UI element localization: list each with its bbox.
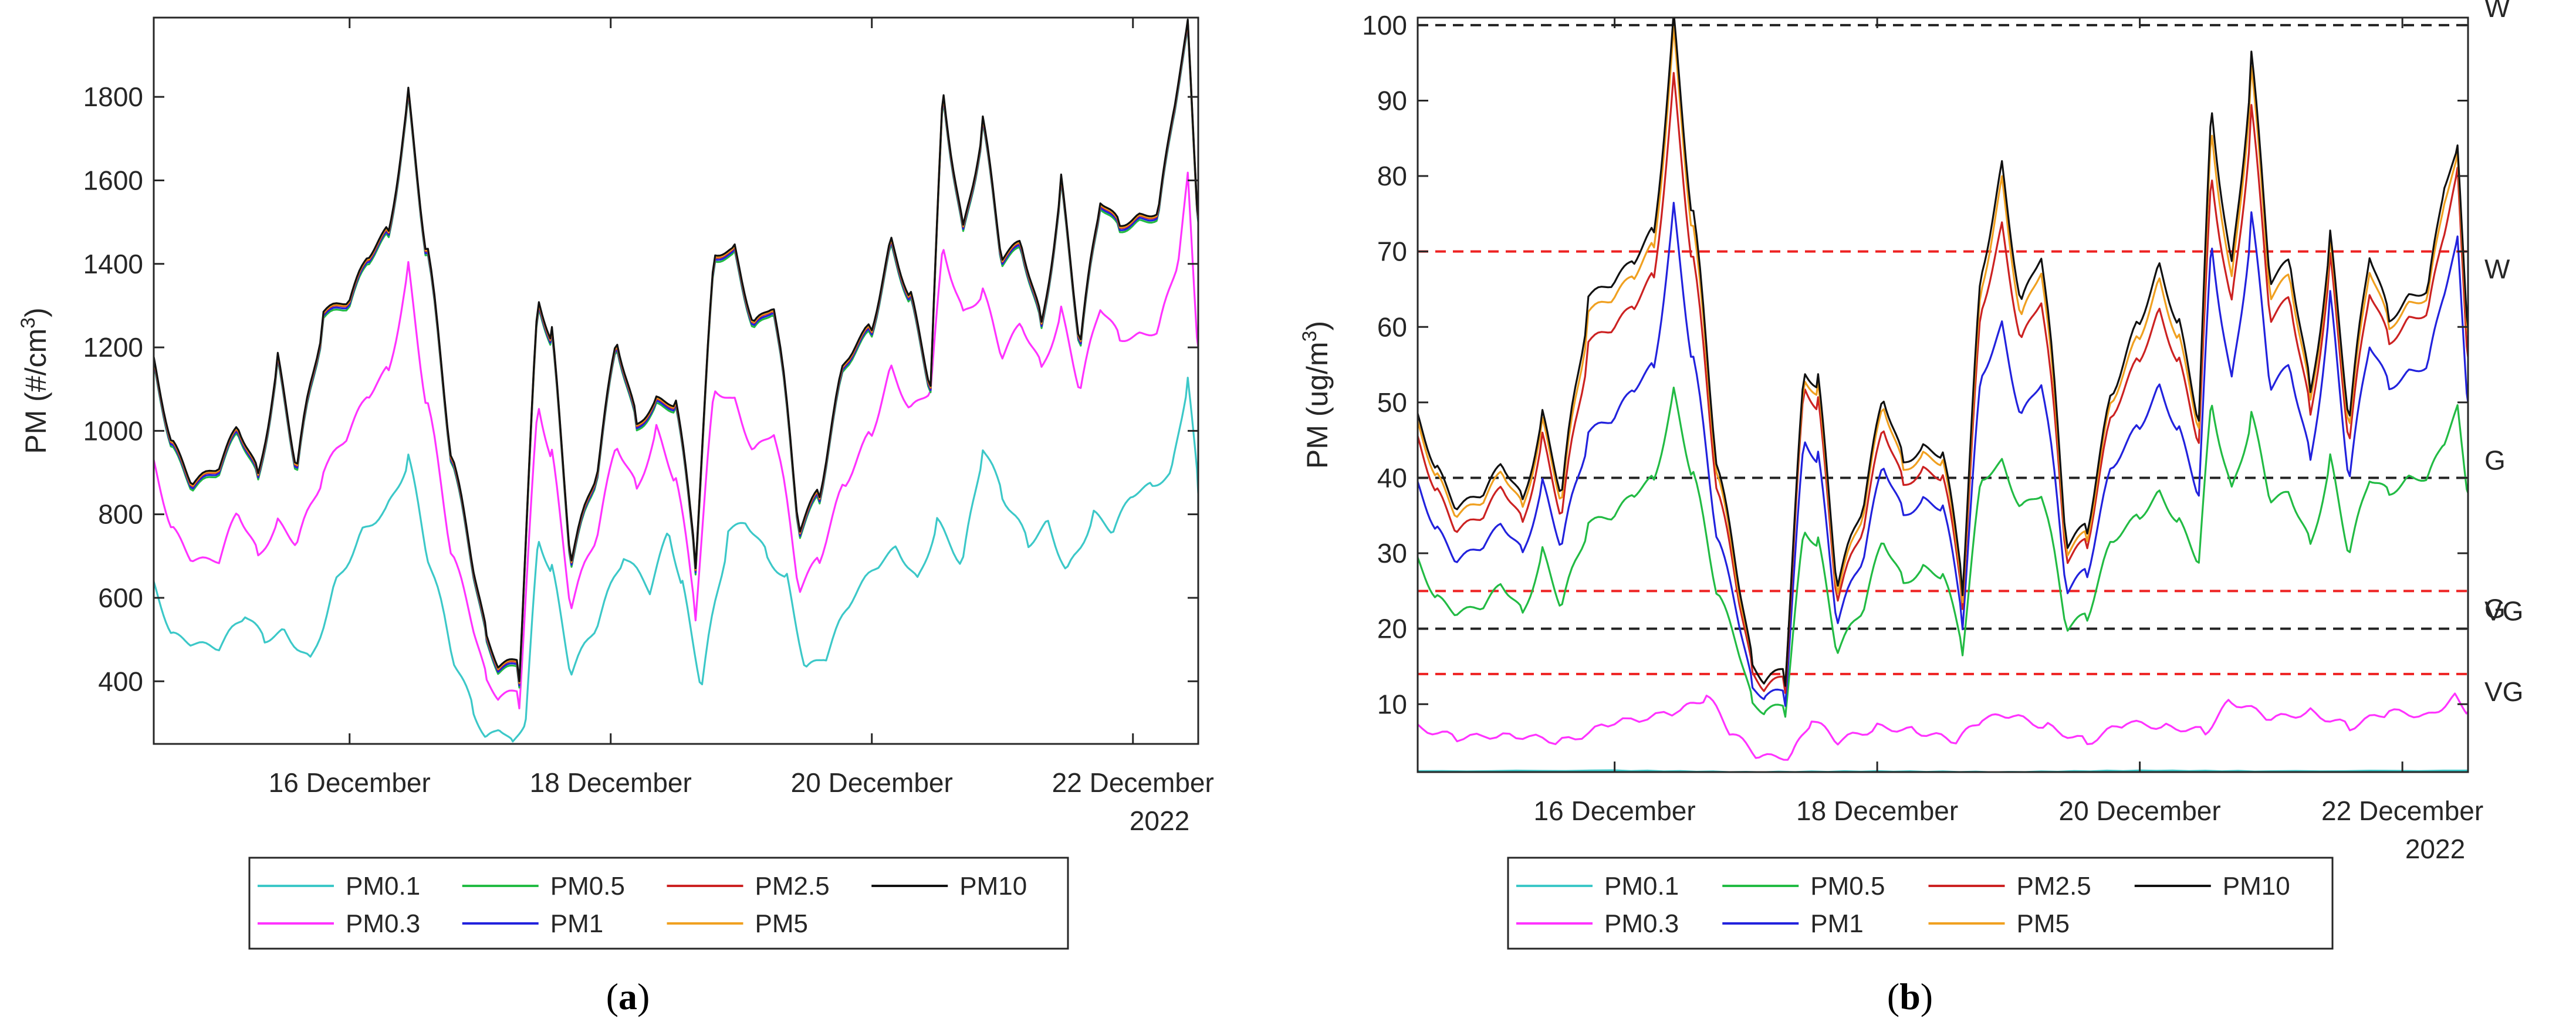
reference-label-VG-14: VG	[2484, 676, 2523, 707]
y-tick-label: 40	[1377, 462, 1407, 493]
reference-label-VG-20: VG	[2484, 596, 2523, 627]
panel-a-legend: PM0.1 PM0.5 PM2.5 PM10 PM0.3 PM1 PM5	[248, 857, 1069, 950]
y-tick-label: 90	[1377, 85, 1407, 116]
x-tick-label: 16 December	[269, 767, 431, 798]
panel-b-ticks: 10 20 30 40 50 60 70 80 90 100 16 December 18 Decem…	[1362, 10, 2483, 826]
series-line-pm0-1	[154, 377, 1198, 743]
y-tick-label: 60	[1377, 312, 1407, 342]
x-tick-label: 22 December	[2321, 796, 2483, 826]
y-tick-label: 1800	[83, 82, 143, 112]
x-tick-label: 22 December	[1052, 767, 1214, 798]
x-tick-label: 20 December	[791, 767, 953, 798]
reference-label-G-25: G	[2484, 593, 2506, 624]
series-line-pm0-3	[154, 171, 1198, 710]
panel-b-year-label: 2022	[2405, 834, 2465, 864]
panel-b-axes-box	[1417, 16, 2469, 773]
legend-label-pm0-1: PM0.1	[1604, 872, 1679, 901]
y-tick-label: 1000	[83, 415, 143, 446]
legend-box	[248, 857, 1069, 950]
panel-a-year-label: 2022	[1130, 806, 1189, 836]
y-tick-label: 80	[1377, 161, 1407, 191]
y-tick-label: 20	[1377, 614, 1407, 644]
panel-a-axes-box	[153, 16, 1199, 745]
y-tick-label: 800	[98, 499, 143, 530]
series-line-pm10	[154, 18, 1198, 682]
reference-label-W-70: W	[2484, 254, 2510, 285]
y-tick-label: 100	[1362, 10, 1407, 40]
legend-label-pm0-3: PM0.3	[1604, 909, 1679, 938]
series-line-pm0-3	[1418, 692, 2468, 761]
series-line-pm2-5	[1418, 72, 2468, 694]
series-line-pm0-5	[1418, 386, 2468, 718]
reference-label-G-40: G	[2484, 445, 2506, 475]
y-tick-label: 400	[98, 666, 143, 696]
series-line-pm10	[1418, 18, 2468, 687]
legend-label-pm10: PM10	[2223, 872, 2290, 901]
y-tick-label: 600	[98, 583, 143, 613]
y-tick-label: 1400	[83, 249, 143, 279]
y-tick-label: 70	[1377, 236, 1407, 267]
y-tick-label: 50	[1377, 387, 1407, 418]
panel-b: 10 20 30 40 50 60 70 80 90 100 16 December 18 Decem…	[1299, 0, 2523, 1017]
y-tick-label: 30	[1377, 538, 1407, 568]
legend-box	[1507, 857, 2334, 950]
panel-b-y-axis-label: PM (ug/m3)	[1299, 321, 1334, 469]
panel-a-ticks: 400 600 800 1000 1200 1400 1600 1800 16 December…	[83, 18, 1214, 798]
legend-label-pm1: PM1	[550, 909, 603, 938]
x-tick-label: 16 December	[1534, 796, 1696, 826]
y-tick-label: 1600	[83, 165, 143, 195]
panel-b-caption: (b)	[1887, 976, 1933, 1017]
y-tick-label: 10	[1377, 689, 1407, 719]
panel-a-series	[154, 18, 1198, 743]
panel-b-legend: PM0.1 PM0.5 PM2.5 PM10 PM0.3 PM1 PM5	[1507, 857, 2334, 950]
panel-a: 400 600 800 1000 1200 1400 1600 1800 16 December…	[17, 16, 1214, 1017]
series-line-pm1	[1418, 202, 2468, 707]
legend-label-pm2-5: PM2.5	[755, 872, 830, 901]
panel-a-y-axis-label: PM (#/cm3)	[17, 307, 52, 454]
x-tick-label: 18 December	[530, 767, 692, 798]
legend-label-pm5: PM5	[2017, 909, 2070, 938]
y-tick-label: 1200	[83, 332, 143, 363]
legend-label-pm0-1: PM0.1	[346, 872, 420, 901]
legend-label-pm2-5: PM2.5	[2017, 872, 2091, 901]
series-line-pm5	[1418, 25, 2468, 687]
x-tick-label: 20 December	[2059, 796, 2221, 826]
reference-label-W-100: W	[2484, 0, 2510, 23]
legend-label-pm0-3: PM0.3	[346, 909, 420, 938]
x-tick-label: 18 December	[1796, 796, 1958, 826]
legend-label-pm0-5: PM0.5	[1810, 872, 1885, 901]
legend-label-pm5: PM5	[755, 909, 808, 938]
legend-label-pm0-5: PM0.5	[550, 872, 625, 901]
legend-label-pm10: PM10	[959, 872, 1027, 901]
legend-label-pm1: PM1	[1810, 909, 1863, 938]
panel-a-caption: (a)	[606, 976, 650, 1017]
